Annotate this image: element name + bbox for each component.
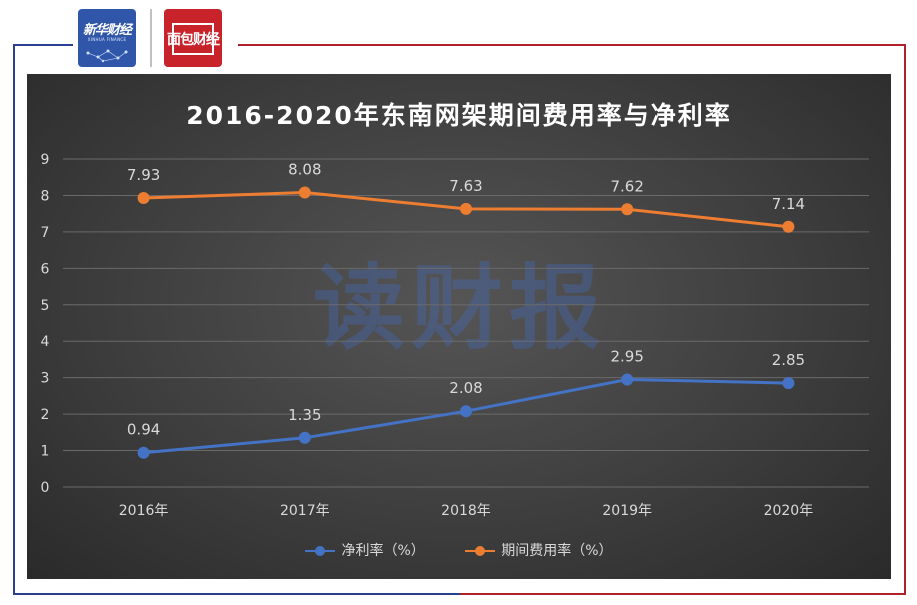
mianbao-logo-text: 面包财经 xyxy=(167,32,220,48)
series-1-data-label-1: 8.08 xyxy=(288,161,321,179)
y-tick-label-2: 2 xyxy=(41,407,50,423)
series-0-point-1 xyxy=(298,431,311,444)
xinhua-logo-dots-icon xyxy=(86,49,128,63)
y-tick-label-8: 8 xyxy=(41,188,50,204)
series-1-point-1 xyxy=(298,186,311,199)
line-chart: 0 1 2 3 4 5 6 7 8 9 2016年 2017年 2018年 2019年 2020年 0.94 1… xyxy=(41,152,869,519)
series-1-data-label-3: 7.62 xyxy=(610,177,643,195)
series-1-data-label-4: 7.14 xyxy=(772,195,805,213)
series-1-point-3 xyxy=(621,203,634,216)
y-tick-label-5: 5 xyxy=(41,298,50,314)
series-0-point-3 xyxy=(621,373,634,386)
chart-title: 2016-2020年东南网架期间费用率与净利率 xyxy=(186,101,732,130)
y-tick-label-1: 1 xyxy=(41,444,50,460)
x-tick-label-2: 2018年 xyxy=(441,503,491,519)
frame-top-left-line xyxy=(13,44,73,46)
chart-panel: 读财报 0 1 2 3 4 5 6 7 8 9 2016年 2017年 2018年 2019年 2020年 0… xyxy=(27,74,891,579)
y-tick-label-3: 3 xyxy=(41,371,50,387)
x-tick-label-0: 2016年 xyxy=(119,503,169,519)
x-tick-label-3: 2019年 xyxy=(602,503,652,519)
x-tick-label-4: 2020年 xyxy=(764,503,814,519)
x-tick-label-1: 2017年 xyxy=(280,503,330,519)
series-0-point-4 xyxy=(782,377,795,390)
y-tick-label-9: 9 xyxy=(41,152,50,168)
logo-divider xyxy=(150,9,152,67)
mianbao-logo-frame xyxy=(172,23,214,55)
series-0-point-0 xyxy=(137,446,150,459)
series-1-data-label-2: 7.63 xyxy=(449,177,482,195)
legend-swatch-expense xyxy=(465,546,496,556)
series-0-point-2 xyxy=(460,405,472,418)
frame-top-right-line xyxy=(238,44,906,46)
series-0-data-label-0: 0.94 xyxy=(127,421,160,439)
watermark-text: 读财报 xyxy=(312,255,607,362)
y-tick-label-7: 7 xyxy=(41,225,50,241)
xinhua-logo-subtitle: XINHUA FINANCE xyxy=(87,37,127,42)
xinhua-finance-logo: 新华财经 XINHUA FINANCE xyxy=(78,9,136,67)
legend-swatch-net-profit xyxy=(305,546,336,556)
series-1-point-4 xyxy=(782,220,795,233)
series-1-data-label-0: 7.93 xyxy=(127,166,160,184)
series-0-data-label-3: 2.95 xyxy=(610,347,643,365)
legend-item-net-profit: 净利率（%） xyxy=(305,540,425,560)
y-tick-label-6: 6 xyxy=(41,261,50,277)
xinhua-logo-title: 新华财经 xyxy=(82,23,132,38)
series-0-data-label-2: 2.08 xyxy=(449,379,482,397)
legend-item-expense: 期间费用率（%） xyxy=(465,540,613,560)
frame-left-line xyxy=(13,44,15,595)
series-1-point-2 xyxy=(460,202,472,215)
frame-right-line xyxy=(904,44,906,595)
mianbao-finance-logo: 面包财经 xyxy=(164,9,222,67)
series-0-data-label-4: 2.85 xyxy=(772,351,805,369)
y-tick-label-0: 0 xyxy=(41,480,50,496)
series-0-data-label-1: 1.35 xyxy=(288,406,321,424)
series-1-point-0 xyxy=(137,191,150,204)
frame-bottom-red-line xyxy=(460,593,906,595)
legend-label-net-profit: 净利率（%） xyxy=(341,543,425,559)
chart-legend: 净利率（%） 期间费用率（%） xyxy=(27,540,891,560)
legend-label-expense: 期间费用率（%） xyxy=(501,543,613,559)
frame-bottom-line xyxy=(13,593,906,595)
y-tick-label-4: 4 xyxy=(41,334,50,350)
